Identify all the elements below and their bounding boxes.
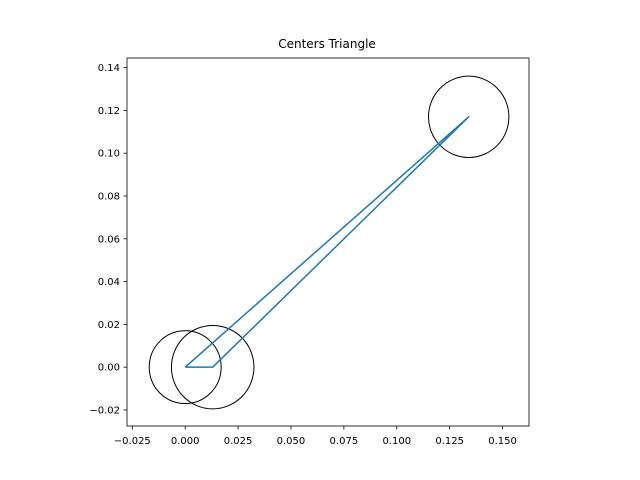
- y-axis: −0.02 0.00 0.02 0.04 0.06 0.08 0.10 0.12 0.14: [89, 63, 127, 416]
- x-tick-label: −0.025: [114, 436, 151, 447]
- circle-1: [148, 330, 222, 405]
- x-axis: −0.025 0.000 0.025 0.050 0.075 0.100 0.125 0.15…: [114, 426, 517, 447]
- x-tick-label: 0.050: [277, 436, 306, 447]
- y-tick-label: 0.06: [98, 234, 120, 245]
- circle-2: [170, 324, 255, 410]
- x-tick-label: 0.075: [330, 436, 359, 447]
- y-tick-label: 0.12: [98, 106, 120, 117]
- chart-title: Centers Triangle: [278, 37, 376, 51]
- x-tick-label: 0.000: [171, 436, 200, 447]
- series-line-1: [184, 116, 470, 368]
- y-tick-label: 0.02: [98, 320, 120, 331]
- series-layer: [184, 116, 470, 368]
- circle-3: [428, 75, 510, 158]
- y-tick-label: 0.10: [98, 149, 120, 160]
- x-tick-label: 0.125: [435, 436, 464, 447]
- y-tick-label: 0.04: [98, 277, 120, 288]
- x-tick-label: 0.150: [488, 436, 517, 447]
- y-tick-label: 0.00: [98, 363, 120, 374]
- y-tick-label: 0.14: [98, 63, 120, 74]
- circles-layer: [148, 75, 510, 410]
- axes-frame: [126, 57, 530, 427]
- x-tick-label: 0.100: [382, 436, 411, 447]
- y-tick-label: −0.02: [89, 405, 120, 416]
- plot-area: [126, 57, 530, 427]
- x-tick-label: 0.025: [224, 436, 253, 447]
- y-tick-label: 0.08: [98, 192, 120, 203]
